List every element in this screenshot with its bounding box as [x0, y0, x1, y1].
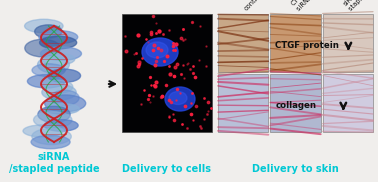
Ellipse shape	[40, 36, 77, 49]
Ellipse shape	[41, 53, 75, 65]
Ellipse shape	[45, 104, 79, 114]
Ellipse shape	[32, 128, 71, 145]
Ellipse shape	[51, 90, 79, 105]
Bar	[218, 74, 268, 132]
Text: CTGF
siRNA only: CTGF siRNA only	[290, 0, 325, 12]
Text: Delivery to skin: Delivery to skin	[252, 164, 339, 174]
Bar	[270, 14, 321, 72]
Bar	[323, 74, 373, 132]
Ellipse shape	[32, 64, 65, 77]
Bar	[218, 14, 268, 72]
Ellipse shape	[48, 69, 81, 82]
Bar	[122, 14, 212, 132]
Ellipse shape	[169, 92, 187, 104]
Ellipse shape	[42, 84, 76, 100]
Ellipse shape	[27, 75, 65, 88]
Ellipse shape	[25, 39, 60, 57]
Text: siRNA
/stapled peptide: siRNA /stapled peptide	[9, 152, 99, 174]
Ellipse shape	[146, 42, 168, 58]
Text: CTGF protein: CTGF protein	[275, 41, 339, 50]
Text: collagen: collagen	[275, 101, 316, 110]
Ellipse shape	[39, 31, 78, 43]
Ellipse shape	[165, 87, 195, 111]
Ellipse shape	[43, 80, 73, 93]
Ellipse shape	[23, 125, 63, 137]
Ellipse shape	[38, 106, 70, 122]
Bar	[323, 14, 373, 72]
Text: siRNA/
stapled peptide: siRNA/ stapled peptide	[342, 0, 378, 12]
Ellipse shape	[35, 25, 62, 38]
Ellipse shape	[25, 19, 63, 33]
Ellipse shape	[40, 47, 82, 60]
Ellipse shape	[45, 95, 86, 112]
Ellipse shape	[37, 56, 70, 73]
Ellipse shape	[31, 135, 70, 149]
Bar	[270, 74, 321, 132]
Ellipse shape	[142, 38, 178, 66]
Text: control: control	[243, 0, 263, 12]
Text: Delivery to cells: Delivery to cells	[122, 164, 212, 174]
Ellipse shape	[44, 120, 78, 131]
Ellipse shape	[34, 112, 72, 128]
